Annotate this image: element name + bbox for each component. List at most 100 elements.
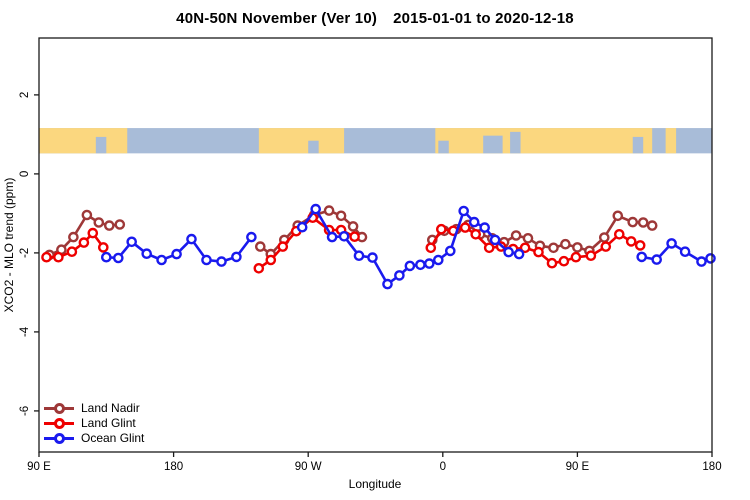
x-tick-label: 180 bbox=[702, 461, 721, 473]
data-point bbox=[349, 231, 360, 242]
data-point bbox=[444, 245, 456, 257]
data-point bbox=[113, 252, 124, 264]
data-point bbox=[296, 221, 308, 233]
data-point bbox=[612, 210, 624, 222]
data-point bbox=[253, 262, 265, 274]
legend-label: Ocean Glint bbox=[81, 431, 145, 445]
data-point bbox=[503, 246, 514, 258]
data-point bbox=[394, 270, 405, 281]
data-point bbox=[546, 257, 558, 269]
data-point bbox=[186, 233, 197, 245]
data-point bbox=[323, 205, 335, 216]
data-point bbox=[41, 251, 52, 263]
data-point bbox=[277, 241, 289, 252]
data-point bbox=[104, 220, 115, 231]
x-tick-label: 180 bbox=[164, 461, 183, 473]
data-point bbox=[625, 236, 637, 247]
data-point bbox=[637, 217, 649, 228]
legend-label: Land Glint bbox=[81, 416, 136, 430]
data-point bbox=[585, 250, 597, 261]
map-water-patch bbox=[95, 136, 107, 154]
data-point bbox=[483, 242, 495, 254]
data-point bbox=[646, 220, 658, 231]
data-point bbox=[382, 278, 393, 290]
map-water-patch bbox=[438, 140, 449, 154]
legend-label: Land Nadir bbox=[81, 401, 140, 415]
data-point bbox=[347, 221, 359, 232]
data-point bbox=[78, 237, 90, 248]
chart-title: 40N-50N November (Ver 10) 2015-01-01 to 2… bbox=[0, 10, 750, 27]
chart-title-region: 40N-50N November (Ver 10) bbox=[176, 10, 378, 27]
data-point bbox=[459, 222, 471, 233]
y-axis-title: XCO2 - MLO trend (ppm) bbox=[2, 177, 16, 313]
data-point bbox=[171, 248, 182, 260]
legend-item-land-nadir: Land Nadir bbox=[44, 401, 144, 416]
data-point bbox=[404, 260, 416, 272]
x-tick-label: 90 W bbox=[295, 461, 322, 473]
y-tick-label: 0 bbox=[19, 171, 31, 177]
map-land bbox=[665, 128, 677, 154]
y-tick-label: -2 bbox=[19, 248, 31, 258]
data-point bbox=[570, 251, 582, 263]
data-point bbox=[367, 252, 378, 263]
map-land bbox=[258, 128, 345, 154]
world-map-strip bbox=[39, 128, 712, 154]
data-point bbox=[599, 232, 610, 243]
land-nadir-line-marker-icon bbox=[44, 403, 74, 414]
data-point bbox=[93, 217, 105, 228]
data-point bbox=[201, 254, 212, 266]
data-point bbox=[651, 254, 663, 265]
map-land bbox=[435, 128, 653, 154]
data-point bbox=[156, 254, 167, 266]
data-point bbox=[114, 219, 126, 230]
data-point bbox=[572, 242, 583, 253]
x-tick-label: 90 E bbox=[27, 461, 51, 473]
data-point bbox=[141, 248, 152, 259]
data-point bbox=[634, 240, 646, 251]
data-point bbox=[548, 242, 559, 254]
chart-legend: Land Nadir Land Glint Ocean Glint bbox=[44, 401, 144, 446]
data-point bbox=[338, 230, 350, 242]
series-ocean-glint bbox=[101, 203, 716, 290]
legend-item-land-glint: Land Glint bbox=[44, 416, 144, 431]
data-point bbox=[705, 253, 716, 264]
data-point bbox=[510, 230, 522, 241]
y-tick-label: -4 bbox=[19, 326, 31, 337]
data-point bbox=[310, 203, 322, 215]
data-point bbox=[87, 227, 99, 239]
data-point bbox=[423, 258, 435, 269]
data-point bbox=[265, 254, 277, 266]
data-point bbox=[458, 205, 470, 217]
data-point bbox=[513, 248, 525, 260]
data-point bbox=[66, 246, 78, 257]
data-point bbox=[533, 246, 544, 258]
series-land-nadir bbox=[44, 205, 658, 261]
data-point bbox=[101, 251, 112, 263]
data-point bbox=[627, 216, 639, 228]
legend-item-ocean-glint: Ocean Glint bbox=[44, 431, 144, 446]
data-point bbox=[519, 242, 531, 254]
data-point bbox=[696, 256, 707, 267]
data-point bbox=[470, 228, 482, 240]
data-point bbox=[679, 246, 691, 257]
map-water-patch bbox=[632, 136, 644, 154]
data-point bbox=[326, 231, 338, 243]
data-point bbox=[216, 256, 227, 267]
data-point bbox=[636, 251, 648, 263]
ocean-glint-line-marker-icon bbox=[44, 433, 74, 444]
data-point bbox=[246, 231, 257, 243]
data-point bbox=[560, 238, 571, 250]
data-point bbox=[353, 250, 365, 261]
y-tick-label: 2 bbox=[19, 92, 31, 98]
land-glint-line-marker-icon bbox=[44, 418, 74, 429]
data-point bbox=[522, 232, 534, 244]
chart-title-dates: 2015-01-01 to 2020-12-18 bbox=[393, 10, 574, 27]
data-point bbox=[432, 254, 444, 266]
data-point bbox=[435, 223, 447, 235]
data-point bbox=[98, 242, 109, 253]
data-point bbox=[479, 222, 491, 233]
data-point bbox=[335, 210, 347, 222]
data-point bbox=[53, 251, 64, 263]
map-water-patch bbox=[510, 131, 521, 154]
